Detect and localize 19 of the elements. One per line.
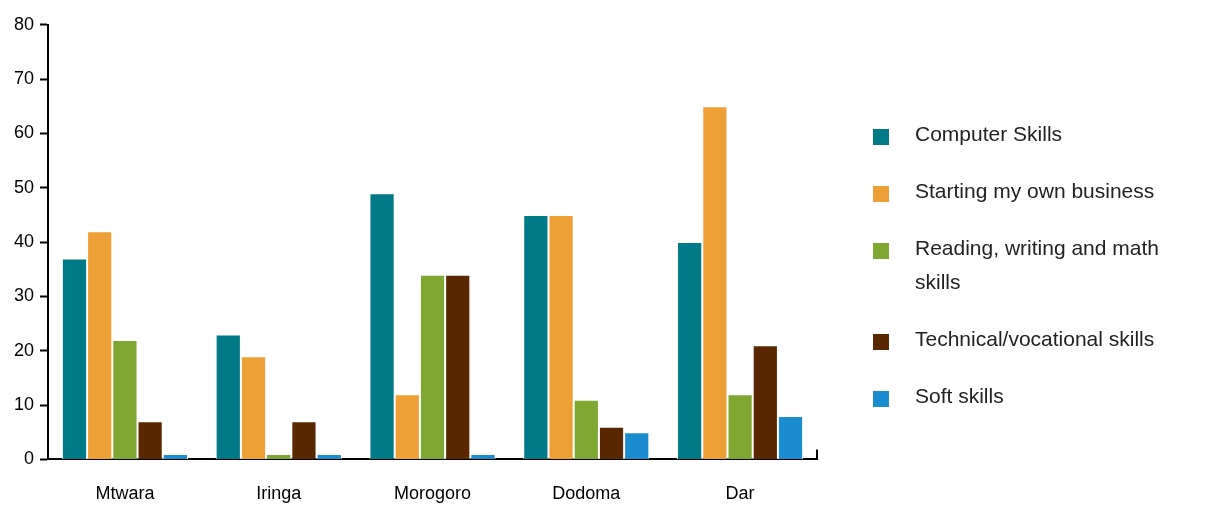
y-tick-label: 50 [13, 176, 35, 197]
y-tick-label: 30 [13, 285, 35, 306]
y-tick-label: 20 [13, 339, 35, 360]
legend-label: Technical/vocational skills [915, 326, 1155, 352]
legend-label: Computer Skills [915, 121, 1063, 147]
x-tick-label: Iringa [256, 483, 303, 504]
x-tick-label: Morogoro [393, 483, 472, 504]
y-tick-label: 70 [13, 68, 35, 89]
x-tick-label: Dar [725, 483, 755, 504]
y-tick-label: 60 [13, 122, 35, 143]
x-tick-label: Mtwara [95, 483, 156, 504]
x-tick-label: Dodoma [552, 483, 622, 504]
y-tick-label: 0 [24, 448, 35, 469]
legend-label: Soft skills [915, 383, 1004, 409]
y-tick-label: 10 [13, 394, 35, 415]
legend-label: Reading, writing and math skills [915, 235, 1160, 295]
y-tick-label: 40 [13, 231, 35, 252]
legend-label: Starting my own business [915, 178, 1155, 204]
y-tick-label: 80 [13, 13, 35, 34]
